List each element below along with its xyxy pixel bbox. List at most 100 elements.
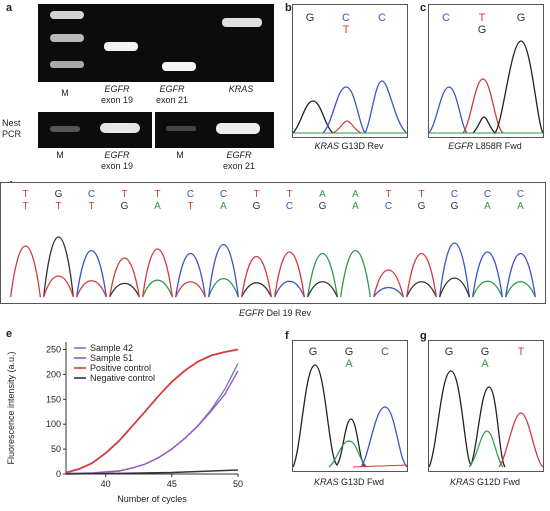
series-line-4	[65, 469, 239, 475]
gel-image-top	[38, 4, 274, 82]
gel-image-bottom	[38, 112, 274, 148]
caption-b: KRAS G13D Rev	[314, 141, 384, 151]
panel-b-label: b	[285, 2, 292, 14]
base-c-2: T	[479, 12, 486, 24]
trace-svg-c: C T G G	[428, 12, 544, 134]
base-c-3: G	[517, 12, 526, 24]
trace-svg-b: G C C T	[292, 12, 408, 135]
panel-e-label: e	[6, 328, 13, 340]
band-egfr21	[162, 62, 196, 71]
lane-label-m2: M	[176, 150, 184, 160]
qpcr-chart-svg: 40 45 50 0 50 100 150 200 250 Number of cycles Flu…	[6, 342, 243, 504]
chromatogram-g: G G T A	[428, 340, 544, 472]
nest-pcr-label: Nest PCR	[2, 118, 22, 139]
base-b-3: C	[378, 12, 386, 24]
trace-blue-f	[360, 406, 408, 468]
base-b-mut: T	[343, 24, 350, 36]
caption-g: KRAS G12D Fwd	[449, 477, 521, 487]
base-g-2: G	[481, 346, 490, 358]
base-b-2: C	[342, 12, 350, 24]
band-m-3	[50, 61, 84, 68]
seq-base-2-15: A	[484, 201, 491, 212]
trace-C-d	[76, 242, 536, 298]
seq-base-2-13: G	[418, 201, 426, 212]
y-tick-label: 100	[46, 419, 61, 429]
x-tick-label: 45	[167, 479, 177, 489]
trace-blue-c	[428, 86, 468, 134]
seq-base-2-8: G	[253, 201, 261, 212]
seq-base-2-3: T	[88, 201, 94, 212]
seq-base-1-12: T	[385, 189, 391, 200]
band-nest-egfr19	[100, 123, 140, 133]
seq-base-2-12: C	[385, 201, 392, 212]
chromatogram-f: G G C A	[292, 340, 408, 472]
base-b-1: G	[306, 12, 315, 24]
x-tick-label: 40	[101, 479, 111, 489]
seq-base-2-10: G	[319, 201, 327, 212]
trace-black-b	[292, 100, 334, 134]
band-nest-m1	[50, 126, 80, 132]
trace-red-f	[352, 464, 408, 468]
y-tick-label: 250	[46, 344, 61, 354]
seq-base-1-2: G	[55, 189, 63, 200]
y-tick-label: 50	[51, 444, 61, 454]
caption-c: EGFR L858R Fwd	[448, 141, 522, 151]
base-g-1: G	[445, 346, 454, 358]
lane-label-kras: KRAS	[228, 84, 254, 94]
base-f-2: G	[345, 346, 354, 358]
band-egfr19	[104, 42, 138, 51]
seq-base-2-5: A	[154, 201, 161, 212]
lane-label-m1: M	[56, 150, 64, 160]
seq-base-1-1: T	[22, 189, 28, 200]
y-tick-label: 0	[56, 469, 61, 479]
band-nest-m2	[166, 126, 196, 131]
band-m-1	[50, 11, 84, 19]
base-c-1: C	[442, 12, 450, 24]
lane-label-egfr19: EGFR exon 19	[100, 84, 134, 105]
base-f-3: C	[381, 346, 389, 358]
seq-base-1-14: C	[451, 189, 458, 200]
trace-A-d	[142, 249, 536, 298]
series-line-3	[65, 348, 239, 474]
seq-base-2-7: A	[220, 201, 227, 212]
base-g-mut: A	[481, 358, 489, 370]
legend-label-3: Positive control	[90, 363, 151, 373]
seq-base-1-5: T	[154, 189, 160, 200]
series-line-2	[65, 370, 239, 475]
x-tick-label: 50	[233, 479, 243, 489]
caption-f: KRAS G13D Fwd	[313, 477, 385, 487]
seq-base-1-15: C	[484, 189, 491, 200]
seq-base-1-8: T	[253, 189, 259, 200]
trace-svg-g: G G T A	[428, 346, 544, 468]
panel-c-label: c	[420, 2, 427, 14]
qpcr-chart: 40 45 50 0 50 100 150 200 250 Number of cycles Flu…	[0, 326, 260, 506]
trace-black-c	[472, 40, 544, 134]
trace-blue-b	[322, 80, 408, 135]
trace-green-g	[468, 430, 504, 468]
chromatogram-c: C T G G	[428, 4, 544, 138]
base-f-1: G	[309, 346, 318, 358]
lane-label-egfr21: EGFR exon 21	[155, 84, 189, 105]
trace-svg-f: G G C A	[292, 346, 408, 468]
panel-f-label: f	[285, 330, 289, 342]
seq-base-2-16: A	[517, 201, 524, 212]
seq-base-1-11: A	[352, 189, 359, 200]
trace-red-g	[498, 412, 544, 468]
gel-bands-top	[38, 4, 274, 82]
band-m-2	[50, 34, 84, 42]
trace-black-g	[428, 370, 506, 468]
seq-base-2-1: T	[22, 201, 28, 212]
trace-black-f	[292, 364, 366, 468]
x-axis-label: Number of cycles	[117, 494, 187, 504]
panel-a-label: a	[6, 2, 13, 14]
y-tick-label: 200	[46, 369, 61, 379]
trace-T-d	[10, 245, 437, 298]
chromatogram-b: G C C T	[292, 4, 408, 138]
seq-base-1-13: T	[418, 189, 424, 200]
seq-base-1-10: A	[319, 189, 326, 200]
seq-base-1-6: C	[187, 189, 194, 200]
lane-label-egfr19b: EGFR exon 19	[100, 150, 134, 171]
seq-base-2-2: T	[55, 201, 61, 212]
